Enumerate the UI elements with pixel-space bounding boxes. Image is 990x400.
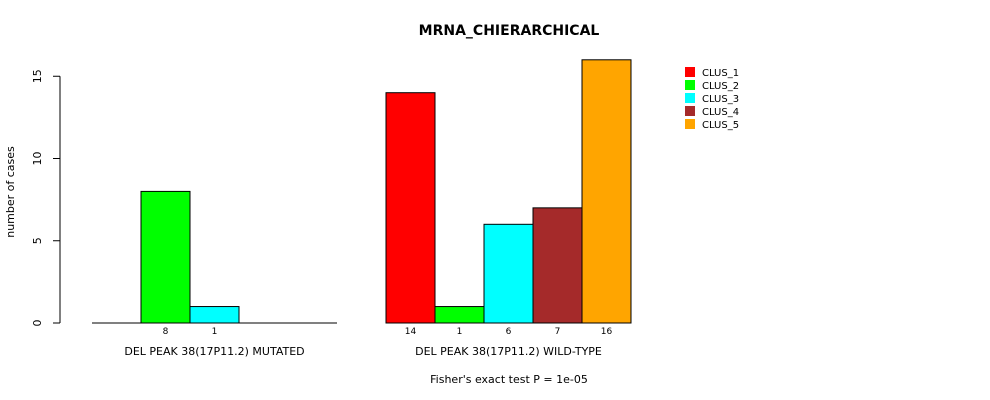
legend-swatch — [685, 93, 695, 103]
legend-label: CLUS_4 — [702, 107, 739, 118]
legend-label: CLUS_1 — [702, 68, 739, 79]
bar — [483, 223, 534, 324]
legend: CLUS_1 CLUS_2 CLUS_3 CLUS_4 CLUS_5 — [685, 67, 739, 131]
bar — [532, 207, 583, 324]
bar-value-label: 7 — [555, 327, 561, 337]
bar-value-label: 14 — [405, 327, 417, 337]
bar — [140, 190, 191, 324]
bar-value-label: 16 — [601, 327, 613, 337]
chart-title: MRNA_CHIERARCHICAL — [419, 23, 600, 39]
y-tick-label: 15 — [31, 69, 44, 83]
legend-label: CLUS_5 — [702, 120, 739, 131]
bar — [385, 92, 436, 324]
bars: 8 1 14 1 6 7 16 — [92, 59, 632, 337]
bar-value-label: 1 — [212, 327, 218, 337]
bar — [434, 306, 485, 324]
y-axis-label: number of cases — [4, 146, 17, 238]
y-tick-label: 5 — [31, 237, 44, 244]
legend-swatch — [685, 106, 695, 116]
legend-swatch — [685, 119, 695, 129]
y-tick-label: 0 — [31, 320, 44, 327]
bar — [581, 59, 632, 324]
y-tick-label: 10 — [31, 152, 44, 166]
legend-label: CLUS_2 — [702, 81, 739, 92]
legend-swatch — [685, 80, 695, 90]
group-label: DEL PEAK 38(17P11.2) WILD-TYPE — [415, 345, 602, 358]
legend-swatch — [685, 67, 695, 77]
group-labels: DEL PEAK 38(17P11.2) MUTATED DEL PEAK 38(… — [124, 345, 602, 358]
footnote: Fisher's exact test P = 1e-05 — [430, 373, 588, 386]
bar-value-label: 1 — [457, 327, 463, 337]
y-axis: 0 5 10 15 — [31, 69, 61, 327]
bar-value-label: 8 — [163, 327, 169, 337]
bar-value-label: 6 — [506, 327, 512, 337]
legend-label: CLUS_3 — [702, 94, 739, 105]
bar — [189, 306, 240, 324]
group-label: DEL PEAK 38(17P11.2) MUTATED — [124, 345, 304, 358]
